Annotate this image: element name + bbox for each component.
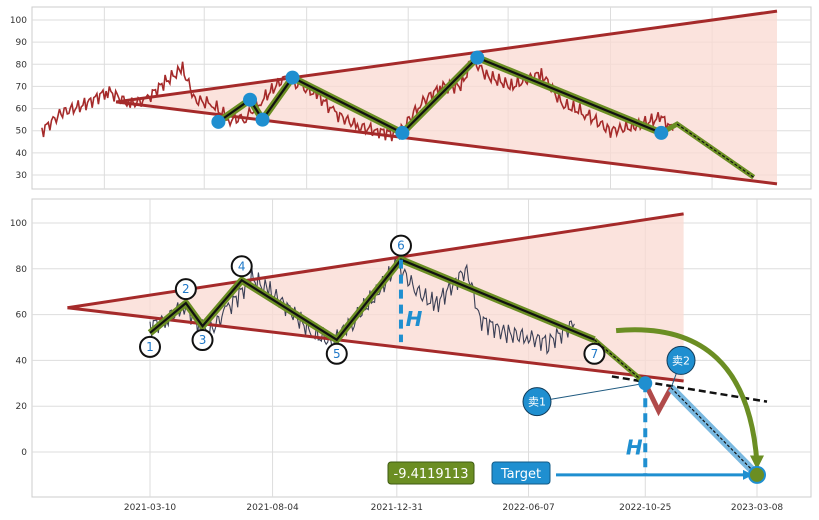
curve-arrow	[615, 327, 760, 464]
pattern-point-label: 4	[238, 259, 246, 273]
throwback	[643, 382, 674, 417]
pattern-point-label: 7	[591, 347, 599, 361]
top-ytick-label: 80	[16, 60, 28, 70]
target-leg-dash	[670, 387, 758, 476]
top-ytick-label: 50	[16, 127, 28, 137]
top-ytick-label: 90	[16, 38, 28, 48]
sell1-leader	[536, 382, 646, 403]
sell2-label: 卖2	[672, 354, 690, 367]
top-pattern-point	[470, 50, 485, 65]
top-pattern-point	[243, 92, 258, 107]
pattern-point-marker	[230, 255, 253, 278]
top-pattern-point	[395, 125, 410, 140]
bottom-ytick-label: 0	[21, 448, 27, 458]
upper-trendline	[115, 9, 778, 104]
target-point	[748, 465, 766, 484]
top-projection-dash	[676, 123, 755, 178]
sell1-label: 卖1	[528, 396, 546, 409]
bottom-xtick-label: 2021-03-10	[124, 503, 177, 513]
bottom-xtick-label: 2022-10-25	[619, 503, 671, 513]
sell1-point	[638, 376, 653, 391]
bottom-xtick-label: 2021-08-04	[246, 503, 299, 513]
sell2-badge	[666, 345, 696, 375]
support-extension	[611, 375, 768, 403]
bottom-ytick-label: 60	[16, 311, 28, 321]
top-pattern-point	[654, 125, 669, 140]
triangle-fill	[116, 11, 777, 184]
pattern-point-marker	[174, 278, 197, 301]
top-panel-marks	[41, 9, 778, 186]
pattern-point-marker	[583, 342, 606, 365]
target-box-text: Target	[500, 467, 541, 482]
top-ytick-label: 70	[16, 82, 28, 92]
bottom-xtick-label: 2023-03-08	[731, 503, 784, 513]
bottom-xtick-label: 2021-12-31	[371, 503, 423, 513]
top-ytick-label: 100	[10, 16, 27, 26]
bottom-xtick-label: 2022-06-07	[502, 503, 554, 513]
pattern-point-marker	[191, 329, 214, 352]
target-height-label: H	[626, 435, 643, 459]
pattern-point-marker	[139, 335, 161, 358]
sell1-badge	[522, 387, 552, 417]
pattern-point-label: 5	[333, 347, 341, 361]
pattern-point-marker	[325, 342, 348, 365]
top-pattern-point	[255, 112, 270, 127]
top-pattern-point	[285, 70, 300, 85]
bottom-panel-marks: H H 卖1 卖2 1 2 3 4 5 6 7	[67, 212, 768, 484]
top-ytick-label: 60	[16, 105, 28, 115]
bottom-ytick-label: 20	[16, 402, 28, 412]
pattern-point-label: 6	[397, 239, 405, 253]
upper-trendline	[67, 212, 684, 310]
value-box: -9.4119113	[387, 461, 475, 485]
pattern-point-label: 1	[146, 340, 154, 354]
pattern-point-marker	[389, 234, 412, 257]
top-pattern-point	[211, 114, 226, 129]
bottom-ytick-label: 100	[10, 219, 27, 229]
top-ytick-label: 40	[16, 149, 28, 159]
pattern-point-label: 2	[182, 282, 190, 296]
top-ytick-label: 30	[16, 171, 28, 181]
target-box: Target	[491, 461, 551, 485]
bottom-ytick-label: 40	[16, 356, 28, 366]
value-box-text: -9.4119113	[394, 467, 469, 482]
bottom-ytick-label: 80	[16, 265, 28, 275]
height-label: H	[406, 307, 423, 331]
pattern-point-label: 3	[199, 333, 207, 347]
curve-arrow-head	[750, 455, 764, 470]
